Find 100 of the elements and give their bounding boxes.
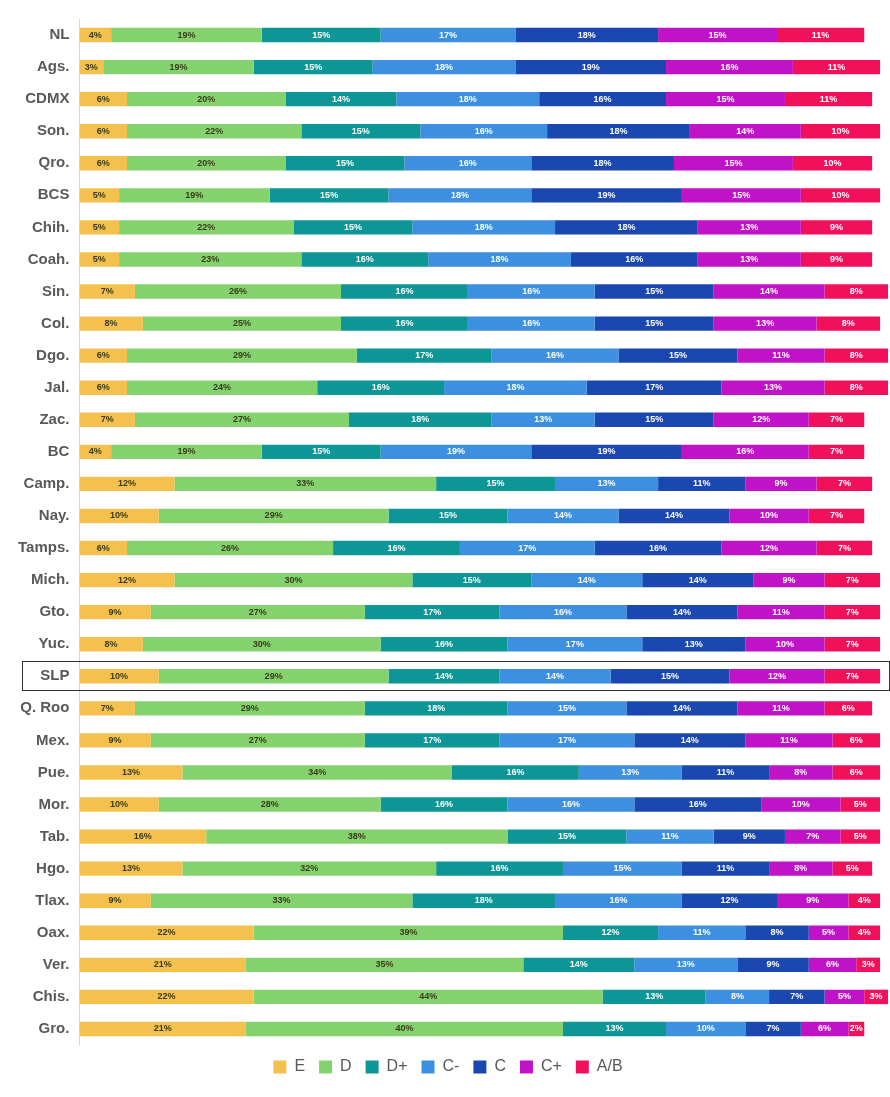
bar [79, 220, 120, 235]
bar [531, 444, 682, 460]
data-label: 7% [845, 670, 859, 681]
bar [555, 476, 659, 492]
data-label: 18% [435, 61, 454, 72]
data-label: 29% [264, 670, 283, 681]
bar [753, 572, 825, 588]
bar [119, 220, 294, 235]
bar [713, 316, 817, 331]
data-label: 6% [96, 157, 110, 168]
bar [547, 124, 690, 139]
data-label: 13% [684, 638, 703, 649]
data-label: 18% [411, 414, 430, 425]
data-label: 15% [351, 125, 370, 136]
data-label: 10% [110, 799, 129, 810]
bar [436, 861, 563, 876]
data-label: 39% [399, 927, 418, 938]
data-label: 16% [435, 799, 454, 810]
data-label: 18% [474, 895, 493, 906]
data-label: 16% [688, 799, 707, 810]
data-label: 16% [371, 382, 390, 393]
data-label: 16% [625, 253, 644, 264]
data-label: 6% [96, 542, 110, 553]
legend-label: A/B [596, 1057, 623, 1075]
bar [364, 701, 508, 716]
bar [618, 348, 738, 363]
bar [103, 59, 254, 75]
bar [348, 412, 492, 427]
bar [721, 380, 825, 395]
data-label: 15% [439, 510, 458, 521]
bar [737, 701, 825, 716]
bar [792, 59, 881, 75]
data-label: 5% [853, 799, 867, 810]
bar [832, 733, 881, 748]
legend-label: C- [442, 1057, 460, 1075]
data-label: 14% [736, 125, 755, 136]
y-tick-label: Tamps. [18, 538, 70, 556]
bar [301, 124, 421, 139]
bar [729, 508, 809, 524]
bar [150, 893, 413, 908]
bar [174, 476, 437, 492]
data-label: 18% [427, 702, 446, 713]
data-label: 8% [794, 766, 808, 777]
bar [824, 284, 888, 299]
data-label: 8% [730, 991, 744, 1002]
bar [769, 989, 825, 1005]
data-label: 8% [104, 318, 118, 329]
data-label: 19% [177, 446, 196, 457]
y-tick-label: BCS [37, 185, 70, 203]
data-label: 23% [201, 253, 220, 264]
bar [158, 669, 389, 684]
data-label: 10% [831, 189, 850, 200]
bar [111, 27, 262, 43]
y-tick-label: Mich. [31, 570, 70, 588]
data-label: 14% [760, 286, 779, 297]
data-label: 7% [837, 542, 851, 553]
bar [618, 508, 730, 524]
data-label: 6% [826, 959, 840, 970]
bar [784, 91, 873, 107]
data-label: 16% [133, 831, 152, 842]
bar [79, 765, 183, 780]
data-label: 6% [96, 125, 110, 136]
data-label: 19% [177, 29, 196, 40]
y-tick-label: Qro. [38, 153, 70, 171]
bar [681, 765, 770, 780]
data-label: 13% [121, 766, 140, 777]
bar [467, 284, 595, 299]
data-label: 27% [232, 414, 251, 425]
bar [467, 316, 595, 331]
data-label: 13% [605, 1023, 624, 1034]
data-label: 9% [742, 831, 756, 842]
data-label: 30% [284, 574, 303, 585]
bar [79, 989, 254, 1005]
data-label: 6% [818, 1023, 832, 1034]
bar [134, 284, 342, 299]
bar [206, 829, 508, 844]
data-label: 7% [806, 831, 820, 842]
bar [777, 27, 865, 43]
bar [79, 252, 120, 267]
bar [79, 572, 175, 588]
y-tick-label: Pue. [37, 762, 70, 780]
y-tick-label: Yuc. [38, 634, 70, 652]
bar [79, 957, 246, 973]
bar [412, 572, 532, 588]
bar [119, 188, 270, 203]
data-label: 12% [117, 478, 136, 489]
data-label: 28% [260, 799, 279, 810]
data-label: 13% [676, 959, 695, 970]
data-label: 8% [770, 927, 784, 938]
data-label: 8% [104, 638, 118, 649]
bar [79, 701, 135, 716]
data-label: 14% [553, 510, 572, 521]
data-label: 17% [645, 382, 664, 393]
bar [182, 861, 437, 876]
bar [745, 925, 809, 940]
bar [531, 188, 682, 203]
data-label: 16% [609, 895, 628, 906]
data-label: 16% [561, 799, 580, 810]
y-tick-label: Camp. [23, 474, 70, 492]
data-label: 14% [680, 734, 699, 745]
